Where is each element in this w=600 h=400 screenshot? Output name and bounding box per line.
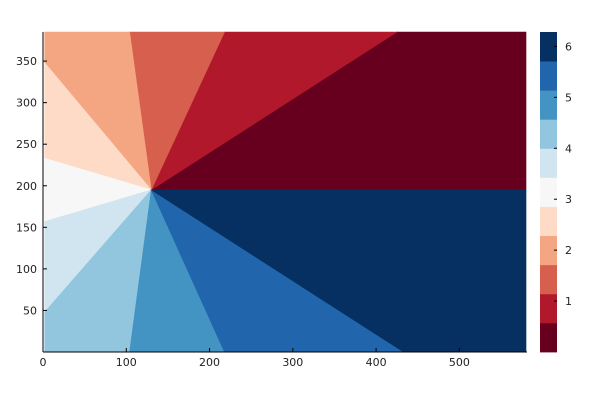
colorbar-segment [540,177,557,207]
x-tick-label: 100 [116,356,137,369]
y-axis-ticks: 50 100 150 200 250 300 350 [16,55,47,317]
colorbar-segment [540,32,557,62]
colorbar-segment [540,119,557,149]
y-tick-label: 250 [16,138,37,151]
colorbar-tick-label: 1 [565,295,572,308]
y-tick-label: 100 [16,263,37,276]
axes [42,32,527,353]
x-axis-ticks: 0 100 200 300 400 500 [40,348,470,369]
colorbar-tick-label: 3 [565,193,572,206]
colorbar-segment [540,90,557,120]
colorbar-tick-label: 5 [565,91,572,104]
colorbar-segment [540,293,557,324]
colorbar-segment [540,206,557,237]
y-tick-label: 50 [23,304,37,317]
contour-regions [44,31,527,353]
colorbar-tick-label: 4 [565,142,572,155]
y-tick-label: 150 [16,221,37,234]
colorbar-segment [540,61,557,91]
colorbar-tick-label: 2 [565,244,572,257]
x-tick-label: 500 [449,356,470,369]
colorbar-segment [540,322,557,353]
y-tick-label: 200 [16,180,37,193]
colorbar-tick-label: 6 [565,40,572,53]
colorbar-segment [540,148,557,178]
y-tick-label: 350 [16,55,37,68]
x-tick-label: 300 [282,356,303,369]
y-tick-label: 300 [16,97,37,110]
colorbar-segment [540,264,557,295]
colorbar: 1 2 3 4 5 6 [540,32,572,353]
x-tick-label: 0 [40,356,47,369]
x-tick-label: 400 [366,356,387,369]
x-tick-label: 200 [199,356,220,369]
colorbar-segment [540,235,557,266]
